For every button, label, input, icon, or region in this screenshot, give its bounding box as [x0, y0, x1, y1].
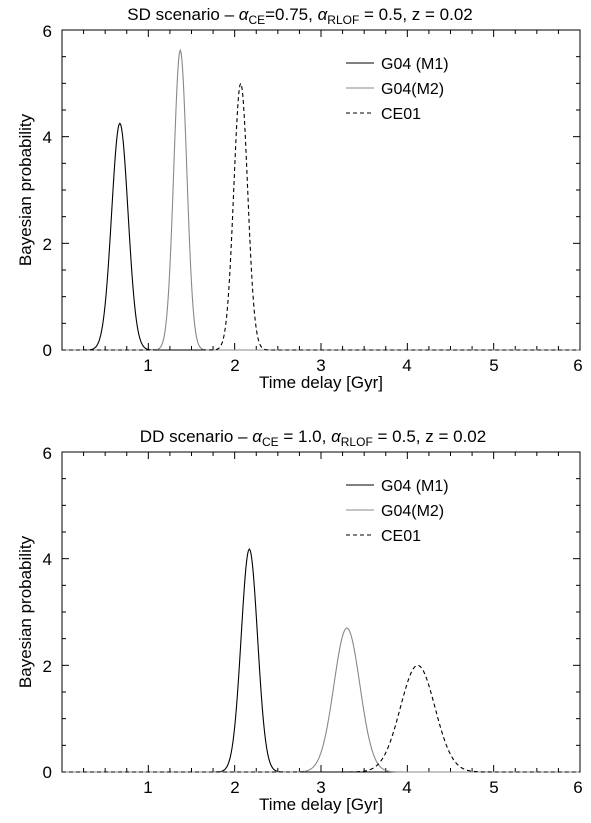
x-tick-label: 6 [573, 778, 582, 797]
y-tick-label: 2 [43, 235, 52, 254]
x-tick-label: 1 [143, 356, 152, 375]
panel-dd: DD scenario – αCE = 1.0, αRLOF = 0.5, z … [16, 427, 583, 814]
x-tick-label: 2 [230, 356, 239, 375]
x-tick-labels: 1 2 3 4 5 6 [143, 356, 582, 375]
y-tick-label: 2 [43, 657, 52, 676]
series-lines [62, 48, 580, 351]
series-line [62, 81, 580, 351]
y-tick-label: 4 [43, 128, 52, 147]
y-axis-label: Bayesian probability [16, 113, 35, 266]
chart-title: DD scenario – αCE = 1.0, αRLOF = 0.5, z … [140, 427, 486, 449]
x-axis-label: Time delay [Gyr] [259, 373, 383, 392]
legend-label: G04(M2) [381, 81, 444, 98]
plot-frame [61, 29, 581, 351]
tick-marks [61, 451, 581, 773]
legend-label: CE01 [381, 106, 421, 123]
y-tick-label: 0 [43, 341, 52, 360]
x-tick-labels: 1 2 3 4 5 6 [143, 778, 582, 797]
x-tick-label: 5 [489, 356, 498, 375]
panel-sd: SD scenario – αCE=0.75, αRLOF = 0.5, z =… [16, 5, 583, 392]
chart-title: SD scenario – αCE=0.75, αRLOF = 0.5, z =… [127, 5, 472, 27]
y-tick-labels: 0 2 4 6 [43, 444, 52, 782]
series-line [62, 122, 580, 351]
series-line [62, 664, 580, 773]
series-line [62, 627, 580, 773]
y-tick-labels: 0 2 4 6 [43, 22, 52, 360]
series-lines [62, 548, 580, 773]
legend: G04 (M1) G04(M2) CE01 [346, 56, 449, 123]
y-tick-label: 0 [43, 763, 52, 782]
y-tick-label: 6 [43, 444, 52, 463]
x-tick-label: 3 [316, 778, 325, 797]
series-line [62, 48, 580, 351]
x-tick-label: 1 [143, 778, 152, 797]
legend: G04 (M1) G04(M2) CE01 [346, 478, 449, 545]
x-tick-label: 6 [573, 356, 582, 375]
y-tick-label: 4 [43, 550, 52, 569]
legend-label: G04 (M1) [381, 56, 449, 73]
legend-label: CE01 [381, 528, 421, 545]
legend-label: G04 (M1) [381, 478, 449, 495]
x-tick-label: 4 [402, 356, 411, 375]
legend-label: G04(M2) [381, 503, 444, 520]
plot-frame [61, 451, 581, 773]
y-axis-label: Bayesian probability [16, 535, 35, 688]
x-tick-label: 5 [489, 778, 498, 797]
series-line [62, 548, 580, 773]
x-tick-label: 2 [230, 778, 239, 797]
y-tick-label: 6 [43, 22, 52, 41]
tick-marks [61, 29, 581, 351]
x-tick-label: 3 [316, 356, 325, 375]
x-tick-label: 4 [402, 778, 411, 797]
x-axis-label: Time delay [Gyr] [259, 795, 383, 814]
